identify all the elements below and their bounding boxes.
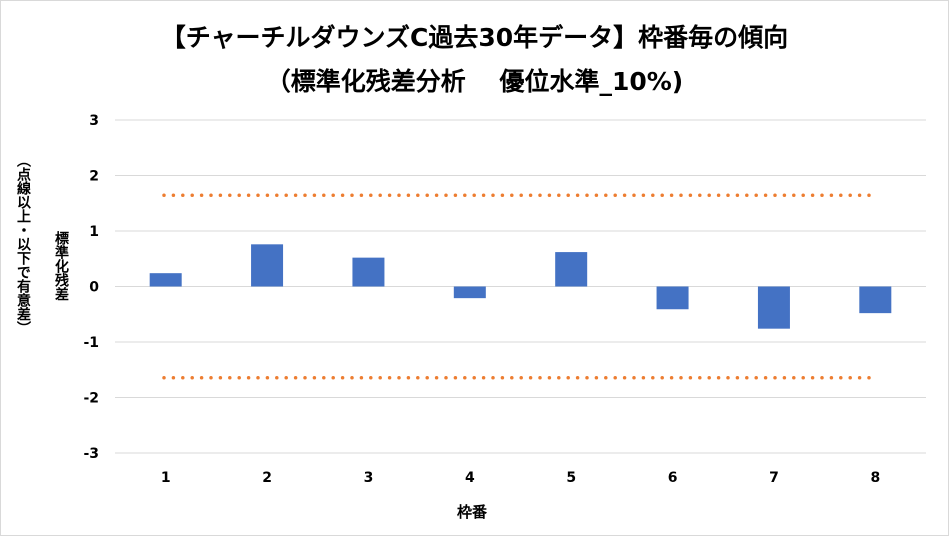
bar-2 [251, 244, 284, 287]
y-tick-label: -3 [83, 446, 99, 462]
chart-title: 【チャーチルダウンズC過去30年データ】枠番毎の傾向 [160, 23, 789, 52]
significance-thresholds [162, 193, 875, 380]
x-tick-label: 3 [364, 470, 374, 486]
x-tick-label: 8 [870, 470, 880, 486]
bar-1 [149, 273, 182, 287]
bar-6 [656, 286, 689, 310]
y-tick-labels: 3 2 1 0 -1 -2 -3 [83, 113, 99, 462]
x-tick-label: 6 [668, 470, 678, 486]
y-tick-label: -2 [83, 391, 99, 407]
x-tick-label: 1 [161, 470, 171, 486]
y-axis-title-note: （点線以上・以下で有意差） [15, 153, 31, 335]
x-tick-label: 5 [566, 470, 576, 486]
bars [149, 244, 892, 329]
bar-4 [453, 286, 486, 299]
y-tick-label: 2 [89, 169, 99, 185]
y-tick-label: 0 [89, 280, 99, 296]
bar-5 [555, 252, 588, 287]
y-tick-label: 3 [89, 113, 99, 129]
bar-8 [859, 286, 892, 314]
x-tick-label: 7 [769, 470, 779, 486]
y-tick-label: -1 [83, 335, 99, 351]
x-tick-label: 2 [262, 470, 272, 486]
x-tick-labels: 1 2 3 4 5 6 7 8 [161, 470, 880, 486]
bar-7 [757, 286, 790, 329]
bar-3 [352, 257, 385, 287]
gridlines [115, 119, 926, 454]
x-tick-label: 4 [465, 470, 475, 486]
x-axis-title: 枠番 [457, 503, 488, 521]
chart-subtitle: （標準化残差分析 優位水準_10%) [265, 67, 684, 96]
y-axis-title: 標準化残差 [53, 231, 69, 301]
y-tick-label: 1 [89, 224, 99, 240]
